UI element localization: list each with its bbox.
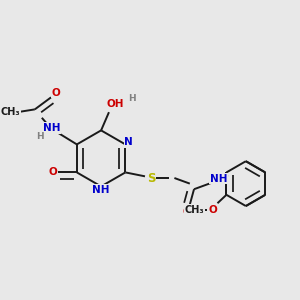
Text: O: O bbox=[48, 167, 57, 177]
Text: NH: NH bbox=[43, 123, 60, 133]
Text: S: S bbox=[147, 172, 155, 184]
Text: OH: OH bbox=[106, 99, 124, 109]
Text: NH: NH bbox=[92, 185, 109, 195]
Text: H: H bbox=[128, 94, 136, 103]
Text: O: O bbox=[208, 205, 217, 215]
Text: CH₃: CH₃ bbox=[184, 205, 204, 215]
Text: CH₃: CH₃ bbox=[1, 107, 20, 117]
Text: N: N bbox=[124, 137, 133, 147]
Text: NH: NH bbox=[210, 174, 227, 184]
Text: O: O bbox=[183, 207, 191, 217]
Text: H: H bbox=[36, 132, 44, 141]
Text: O: O bbox=[52, 88, 60, 98]
